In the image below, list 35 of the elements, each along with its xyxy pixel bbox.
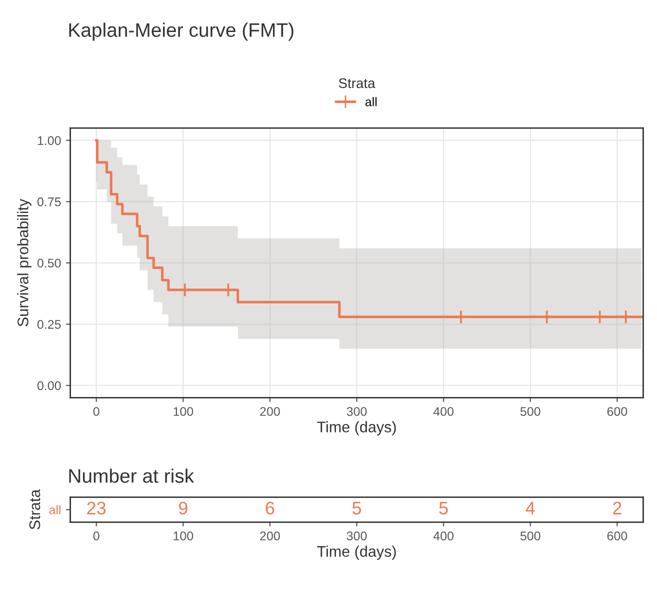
x-tick-label: 600: [607, 407, 628, 416]
x-tick-label: 400: [433, 532, 454, 540]
x-tick-label: 200: [260, 407, 280, 416]
y-tick-label: 0.75: [37, 197, 61, 206]
y-tick-label: 1.00: [38, 136, 61, 146]
data-label: 23: [87, 502, 106, 514]
y-tick-label: 0.50: [37, 258, 61, 268]
y-tick-label: 0.00: [37, 381, 61, 390]
legend-label: all: [365, 97, 377, 106]
x-tick-label: 200: [260, 532, 280, 540]
y-tick-label: 0.25: [37, 320, 61, 329]
x-tick-label: 0: [93, 407, 100, 416]
x-tick-label: 500: [520, 407, 540, 416]
y-tick-label: all: [49, 505, 60, 514]
data-label: 6: [266, 502, 274, 514]
y-axis-title: Strata: [29, 489, 40, 530]
x-tick-label: 300: [346, 407, 367, 416]
x-axis-title: Time (days): [317, 546, 396, 560]
x-tick-label: 0: [93, 532, 100, 540]
data-label: 5: [352, 502, 362, 514]
legend-title: Strata: [338, 78, 376, 88]
data-label: 2: [613, 502, 622, 514]
y-axis-title: Survival probability: [17, 198, 32, 326]
data-label: 5: [439, 502, 448, 514]
chart-title: Kaplan-Meier curve (FMT): [69, 22, 294, 41]
x-tick-label: 100: [174, 407, 194, 416]
x-tick-label: 400: [433, 407, 454, 416]
x-tick-label: 100: [174, 532, 194, 540]
x-tick-label: 300: [346, 532, 367, 540]
x-axis-title: Time (days): [317, 421, 396, 436]
x-tick-label: 600: [607, 532, 628, 540]
data-label: 4: [526, 502, 535, 514]
x-tick-label: 500: [520, 532, 540, 540]
chart-title: Number at risk: [69, 468, 194, 483]
data-label: 9: [178, 502, 188, 514]
